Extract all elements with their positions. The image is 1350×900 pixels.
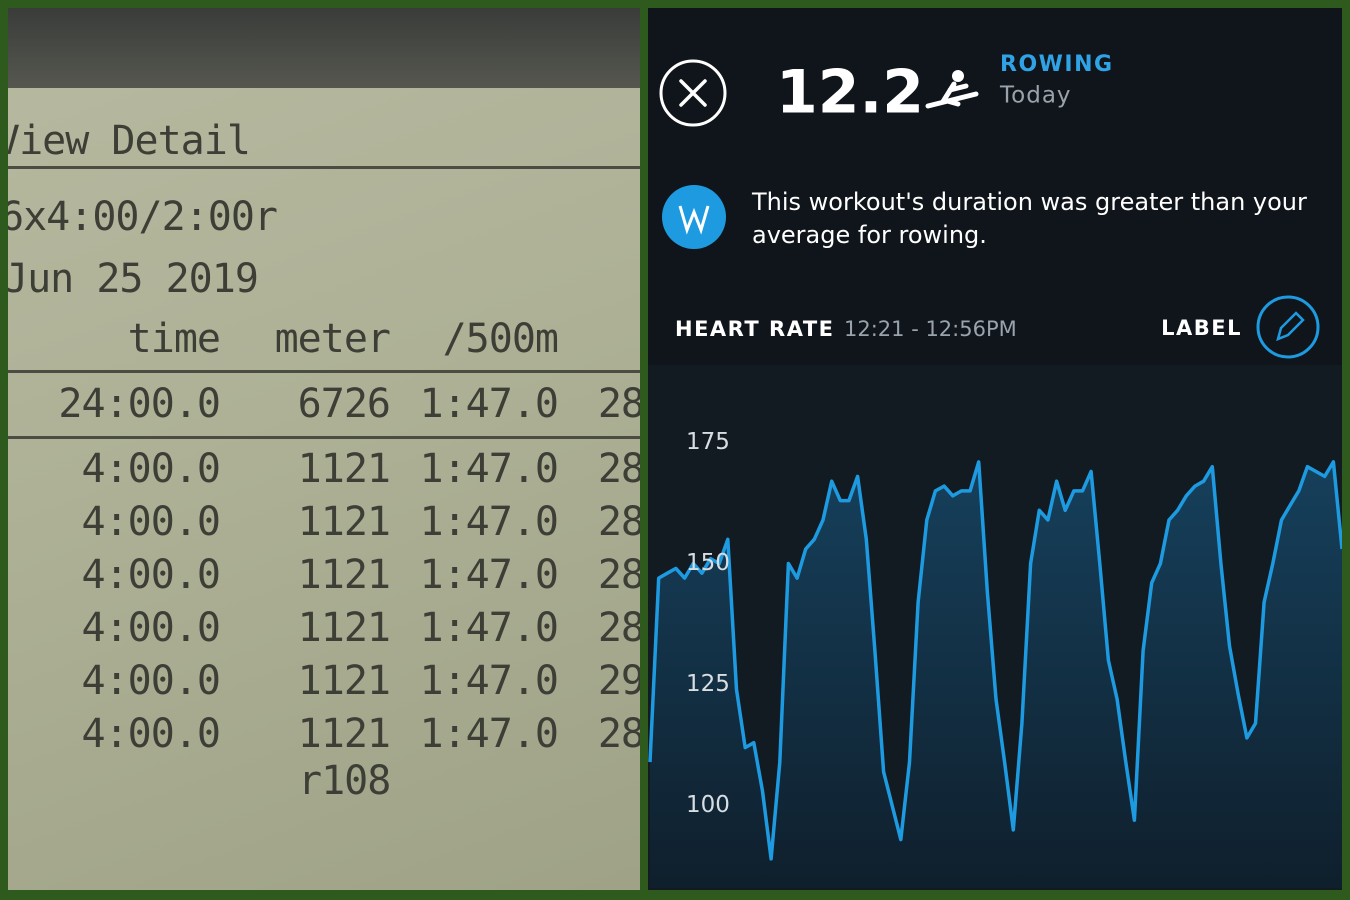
app-screen: 12.2 ROWING Today HEART RATE 12:21 - 12:… <box>648 8 1342 890</box>
interval-cell: 1121 <box>297 711 391 757</box>
monitor-date: Jun 25 2019 <box>8 256 259 302</box>
column-header: time <box>127 316 221 362</box>
rule <box>8 436 640 439</box>
close-button[interactable] <box>659 59 727 127</box>
monitor-rest: r108 <box>298 758 391 804</box>
chart-subtitle: 12:21 - 12:56PM <box>844 317 1017 341</box>
interval-cell: 28 <box>597 446 640 492</box>
interval-cell: 1121 <box>297 552 391 598</box>
interval-cell: 28 <box>597 711 640 757</box>
interval-cell: 1:47.0 <box>419 552 559 598</box>
column-header: /500m <box>442 316 559 362</box>
app-canvas: 12.2 ROWING Today HEART RATE 12:21 - 12:… <box>648 52 1342 890</box>
total-cell: 28 <box>597 381 640 427</box>
interval-cell: 1121 <box>297 605 391 651</box>
total-cell: 1:47.0 <box>419 381 559 427</box>
label-button-text[interactable]: LABEL <box>1161 316 1242 340</box>
strain-score: 12.2 <box>776 58 924 128</box>
interval-cell: 4:00.0 <box>81 711 221 757</box>
y-tick-label: 150 <box>686 550 730 576</box>
rule <box>8 370 640 373</box>
interval-cell: 1121 <box>297 499 391 545</box>
chart-title: HEART RATE <box>675 317 835 341</box>
rule <box>8 166 640 169</box>
insight-icon <box>662 185 726 249</box>
interval-cell: 28 <box>597 605 640 651</box>
interval-cell: 1:47.0 <box>419 605 559 651</box>
interval-cell: 4:00.0 <box>81 552 221 598</box>
interval-cell: 1:47.0 <box>419 446 559 492</box>
interval-cell: 1:47.0 <box>419 658 559 704</box>
total-cell: 6726 <box>297 381 391 427</box>
interval-cell: 1121 <box>297 658 391 704</box>
column-header: meter <box>274 316 391 362</box>
heart-rate-line <box>648 460 1342 861</box>
total-cell: 24:00.0 <box>58 381 221 427</box>
interval-cell: 1:47.0 <box>419 711 559 757</box>
insight-text: This workout's duration was greater than… <box>752 188 1307 249</box>
interval-cell: 4:00.0 <box>81 605 221 651</box>
activity-day: Today <box>999 83 1072 109</box>
y-tick-label: 125 <box>686 671 730 697</box>
interval-cell: 4:00.0 <box>81 658 221 704</box>
rower-monitor-photo: View Detail 6x4:00/2:00r Jun 25 2019 tim… <box>8 8 640 890</box>
heart-rate-area <box>650 461 1342 888</box>
edit-label-button[interactable] <box>1256 295 1320 359</box>
interval-cell: 29 <box>597 658 640 704</box>
monitor-bezel <box>8 8 640 88</box>
interval-cell: 1:47.0 <box>419 499 559 545</box>
interval-cell: 1121 <box>297 446 391 492</box>
monitor-title: View Detail <box>8 118 251 164</box>
interval-cell: 4:00.0 <box>81 499 221 545</box>
y-tick-label: 175 <box>686 429 730 455</box>
y-tick-label: 100 <box>686 792 730 818</box>
monitor-workout: 6x4:00/2:00r <box>8 194 278 240</box>
interval-cell: 4:00.0 <box>81 446 221 492</box>
interval-cell: 28 <box>597 552 640 598</box>
activity-name: ROWING <box>1000 52 1114 77</box>
rowing-icon <box>925 70 979 109</box>
interval-cell: 28 <box>597 499 640 545</box>
